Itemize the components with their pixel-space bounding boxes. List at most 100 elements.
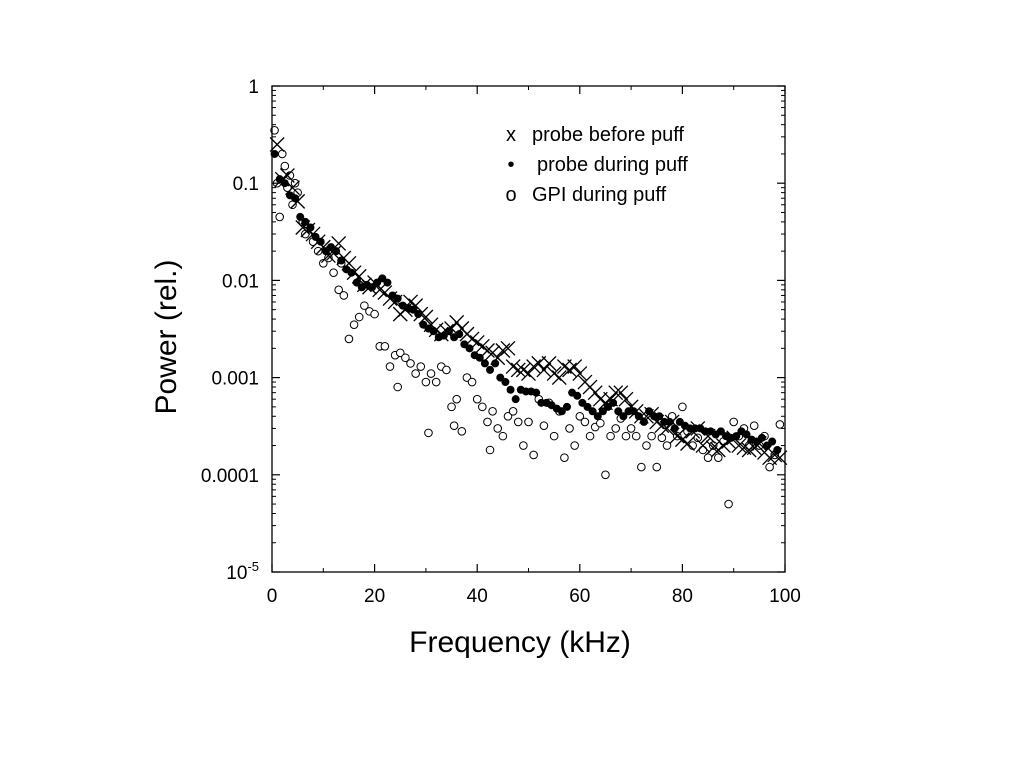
legend-label: probe during puff xyxy=(537,154,688,176)
data-point xyxy=(549,431,559,441)
data-point xyxy=(762,450,778,466)
data-point-stroke xyxy=(536,362,552,378)
y-tick-label-base: 10 xyxy=(226,563,247,584)
series-2 xyxy=(270,126,785,509)
data-point xyxy=(385,362,395,371)
series-0 xyxy=(269,137,788,466)
x-tick-label: 80 xyxy=(672,586,693,607)
data-point xyxy=(452,394,461,404)
data-point xyxy=(731,438,747,453)
data-point xyxy=(414,310,423,319)
y-tick-label: 0.01 xyxy=(222,271,259,292)
data-point-stroke xyxy=(731,438,747,453)
data-point xyxy=(618,391,634,407)
data-point-stroke xyxy=(551,370,567,386)
data-point xyxy=(742,430,751,439)
data-point xyxy=(442,365,451,375)
data-point xyxy=(613,385,629,401)
data-point xyxy=(526,359,542,374)
data-point xyxy=(301,217,310,226)
data-point xyxy=(695,438,711,453)
data-point xyxy=(449,421,459,430)
data-markers xyxy=(269,126,788,509)
data-point xyxy=(480,359,489,368)
data-point xyxy=(478,402,487,412)
data-point xyxy=(614,407,623,416)
data-point-stroke xyxy=(741,442,757,458)
data-point xyxy=(606,431,615,441)
data-point xyxy=(334,285,343,295)
data-point xyxy=(670,424,679,433)
data-point xyxy=(705,440,721,456)
data-point xyxy=(449,314,465,330)
plot-frame xyxy=(271,85,786,573)
data-point xyxy=(588,407,597,416)
data-point xyxy=(593,412,602,421)
data-point xyxy=(573,391,582,400)
data-point-stroke xyxy=(587,385,603,401)
data-point xyxy=(626,424,636,433)
data-point-stroke xyxy=(762,450,778,466)
data-point-stroke xyxy=(736,440,752,456)
y-tick-label: 1 xyxy=(248,77,259,98)
data-point-stroke xyxy=(500,340,516,356)
data-point-stroke xyxy=(705,440,721,456)
data-point xyxy=(395,348,405,358)
data-point-stroke xyxy=(608,385,624,401)
data-point xyxy=(280,179,289,188)
data-point xyxy=(724,499,733,509)
data-point xyxy=(354,312,364,322)
data-point-stroke xyxy=(669,428,685,444)
data-point xyxy=(506,385,515,394)
data-point-stroke xyxy=(531,355,547,371)
data-point xyxy=(426,369,436,378)
data-point xyxy=(510,362,526,378)
data-point xyxy=(637,462,646,472)
data-point xyxy=(749,421,759,430)
data-point xyxy=(511,395,520,404)
data-point xyxy=(337,256,346,265)
data-point xyxy=(493,424,503,433)
data-point-stroke xyxy=(572,366,588,382)
data-point xyxy=(431,377,441,387)
data-point xyxy=(475,353,484,362)
y-tick-label: 0.001 xyxy=(211,369,259,390)
y-tick-label: 10-5 xyxy=(226,559,259,584)
data-point xyxy=(467,377,477,387)
data-point xyxy=(306,223,315,232)
data-point xyxy=(416,362,426,371)
data-point xyxy=(714,453,723,462)
data-point-stroke xyxy=(680,436,695,451)
data-point-stroke xyxy=(546,366,562,382)
data-point xyxy=(344,334,354,344)
data-point xyxy=(645,407,654,416)
data-point-stroke xyxy=(290,193,306,209)
y-tick-label-exponent: -5 xyxy=(247,559,259,574)
data-point xyxy=(529,450,538,460)
data-point xyxy=(608,385,624,401)
data-point xyxy=(311,232,320,241)
data-point xyxy=(393,294,402,303)
data-point xyxy=(596,418,605,428)
data-point-stroke xyxy=(505,359,521,374)
data-point xyxy=(485,445,495,455)
data-point-stroke xyxy=(495,343,511,358)
data-point xyxy=(505,359,521,374)
data-point xyxy=(291,194,300,203)
data-point xyxy=(551,370,567,386)
data-point xyxy=(611,424,621,433)
data-point xyxy=(368,283,377,292)
data-point xyxy=(421,377,431,387)
data-point xyxy=(572,366,588,382)
data-point xyxy=(532,388,541,397)
data-point-stroke xyxy=(515,362,531,378)
x-tick-label: 60 xyxy=(569,586,590,607)
data-point xyxy=(524,417,533,427)
data-point-stroke xyxy=(695,438,711,453)
data-point-stroke xyxy=(567,359,583,374)
axis-ticks: 0 20 40 60 80 100 1 0.1 0.01 0.001 0.0001 10-5 xyxy=(201,77,801,607)
data-point xyxy=(313,246,323,256)
data-point xyxy=(393,382,402,392)
data-point xyxy=(678,402,687,412)
